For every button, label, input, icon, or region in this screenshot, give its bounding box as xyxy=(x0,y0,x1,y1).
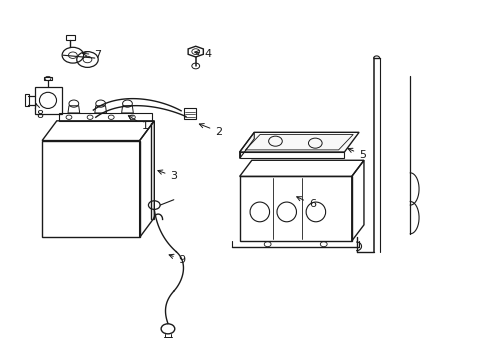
Text: 9: 9 xyxy=(169,254,185,265)
Text: 5: 5 xyxy=(347,148,366,160)
Text: 1: 1 xyxy=(128,116,149,131)
Text: 4: 4 xyxy=(194,49,211,59)
Polygon shape xyxy=(239,132,358,152)
Text: 7: 7 xyxy=(82,50,101,60)
Text: 2: 2 xyxy=(199,123,222,136)
Text: 3: 3 xyxy=(158,170,177,181)
Text: 6: 6 xyxy=(296,197,315,210)
Text: 8: 8 xyxy=(35,104,43,120)
